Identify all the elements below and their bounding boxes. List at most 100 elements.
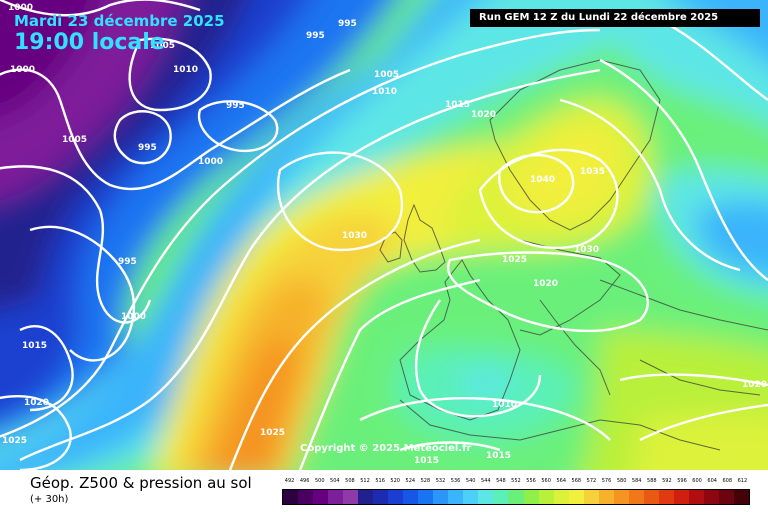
color-scale-swatch: [523, 490, 539, 504]
color-scale-label: 504: [330, 478, 340, 484]
isobar-label: 1015: [414, 456, 439, 466]
forecast-date: Mardi 23 décembre 2025: [14, 12, 225, 30]
color-scale-label: 548: [496, 478, 506, 484]
color-scale-label: 584: [631, 478, 642, 484]
color-scale-label: 596: [677, 478, 687, 484]
color-scale-swatch: [673, 490, 689, 504]
color-scale-label: 580: [616, 478, 627, 484]
color-scale-label: 496: [299, 478, 310, 484]
color-scale-label: 604: [707, 478, 717, 484]
isobar-label: 995: [118, 257, 137, 267]
color-scale-label: 536: [450, 478, 461, 484]
color-scale-swatch: [448, 490, 464, 504]
isobar-label: 1015: [445, 100, 470, 110]
color-scale-swatch: [658, 490, 674, 504]
isobar-label: 1010: [173, 65, 198, 75]
color-scale-label: 516: [375, 478, 385, 484]
isobar-label: 1020: [533, 279, 558, 289]
color-scale-swatch: [733, 490, 749, 504]
color-scale-swatch: [628, 490, 644, 504]
color-scale-label: 520: [390, 478, 400, 484]
color-scale-label: 544: [480, 478, 491, 484]
isobar-label: 1005: [374, 70, 399, 80]
isobar-label: 995: [226, 101, 245, 111]
isobar-label: 1025: [502, 255, 527, 265]
isobar-label: 1020: [471, 110, 496, 120]
isobar-label: 1000: [121, 312, 146, 322]
color-scale-swatch: [358, 490, 374, 504]
color-scale-swatch: [403, 490, 419, 504]
color-scale-label: 492: [284, 478, 295, 484]
color-scale-swatch: [388, 490, 404, 504]
color-scale-label: 564: [556, 478, 566, 484]
isobar-label: 1000: [198, 157, 223, 167]
color-scale-label: 608: [722, 478, 733, 484]
color-scale-swatch: [478, 490, 494, 504]
isobar-label: 1005: [150, 41, 175, 51]
isobar-label: 1030: [342, 231, 367, 241]
color-scale-label: 524: [405, 478, 416, 484]
color-scale-swatch: [688, 490, 704, 504]
geopotential-field: [0, 0, 768, 470]
isobar-label: 995: [338, 19, 357, 29]
legend-title: Géop. Z500 & pression au sol: [30, 474, 252, 492]
color-scale-label: 540: [465, 478, 476, 484]
color-scale-label: 512: [360, 478, 370, 484]
isobar-labels: 1000 995 1005 1010 1000 995 1005 1010 99…: [2, 3, 767, 466]
color-scale-swatch: [613, 490, 629, 504]
map-canvas: 1000 995 1005 1010 1000 995 1005 1010 99…: [0, 0, 768, 470]
isobars: [0, 0, 768, 470]
color-scale-label: 576: [601, 478, 612, 484]
model-run-label: Run GEM 12 Z du Lundi 22 décembre 2025: [470, 9, 760, 27]
color-scale-swatch: [508, 490, 524, 504]
color-scale-swatch: [433, 490, 449, 504]
color-scale-labels: 492 496 500 504 508 512 516 520 524 528 532 536 540 5…: [282, 478, 750, 489]
isobar-label: 1015: [486, 451, 511, 461]
isobar-label: 1025: [260, 428, 285, 438]
color-scale-label: 500: [314, 478, 325, 484]
isobar-label: 1015: [22, 341, 47, 351]
color-scale-swatch: [328, 490, 344, 504]
isobar-label: 1040: [530, 175, 555, 185]
isobar-label: 995: [306, 31, 325, 41]
color-scale-swatch: [553, 490, 569, 504]
color-scale-label: 560: [541, 478, 551, 484]
isobar-label: 1005: [62, 135, 87, 145]
color-scale-label: 612: [737, 478, 748, 484]
isobar-label: 1035: [580, 167, 605, 177]
color-scale-label: 600: [692, 478, 702, 484]
legend-footer: Géop. Z500 & pression au sol (+ 30h) 492…: [0, 470, 768, 512]
color-scale-swatch: [298, 490, 314, 504]
color-scale-label: 592: [662, 478, 672, 484]
color-scale-swatch: [703, 490, 719, 504]
isobar-label: 1000: [8, 3, 33, 13]
color-scale-swatch: [643, 490, 659, 504]
color-scale-swatch: [373, 490, 389, 504]
color-scale-label: 588: [647, 478, 657, 484]
color-scale: 492 496 500 504 508 512 516 520 524 528 532 536 540 5…: [282, 478, 750, 505]
color-scale-swatch: [583, 490, 599, 504]
color-scale-swatch: [538, 490, 554, 504]
forecast-time: 19:00 locale: [14, 30, 165, 55]
color-scale-swatch: [313, 490, 329, 504]
color-scale-label: 508: [345, 478, 355, 484]
color-scale-swatch: [718, 490, 734, 504]
color-scale-swatch: [493, 490, 509, 504]
color-scale-swatch: [598, 490, 614, 504]
color-scale-label: 568: [571, 478, 582, 484]
color-scale-label: 532: [435, 478, 446, 484]
isobar-label: 1010: [492, 400, 517, 410]
isobar-label: 995: [138, 143, 157, 153]
color-scale-swatch: [418, 490, 434, 504]
legend-subtitle: (+ 30h): [30, 494, 69, 505]
color-scale-label: 528: [420, 478, 431, 484]
color-scale-bar: [282, 489, 750, 505]
color-scale-label: 552: [511, 478, 521, 484]
color-scale-swatch: [283, 490, 299, 504]
isobar-label: 1030: [574, 245, 599, 255]
isobar-label: 1020: [742, 380, 767, 390]
weather-map: 1000 995 1005 1010 1000 995 1005 1010 99…: [0, 0, 768, 470]
isobar-label: 1010: [372, 87, 397, 97]
isobar-label: 1025: [2, 436, 27, 446]
color-scale-swatch: [343, 490, 359, 504]
